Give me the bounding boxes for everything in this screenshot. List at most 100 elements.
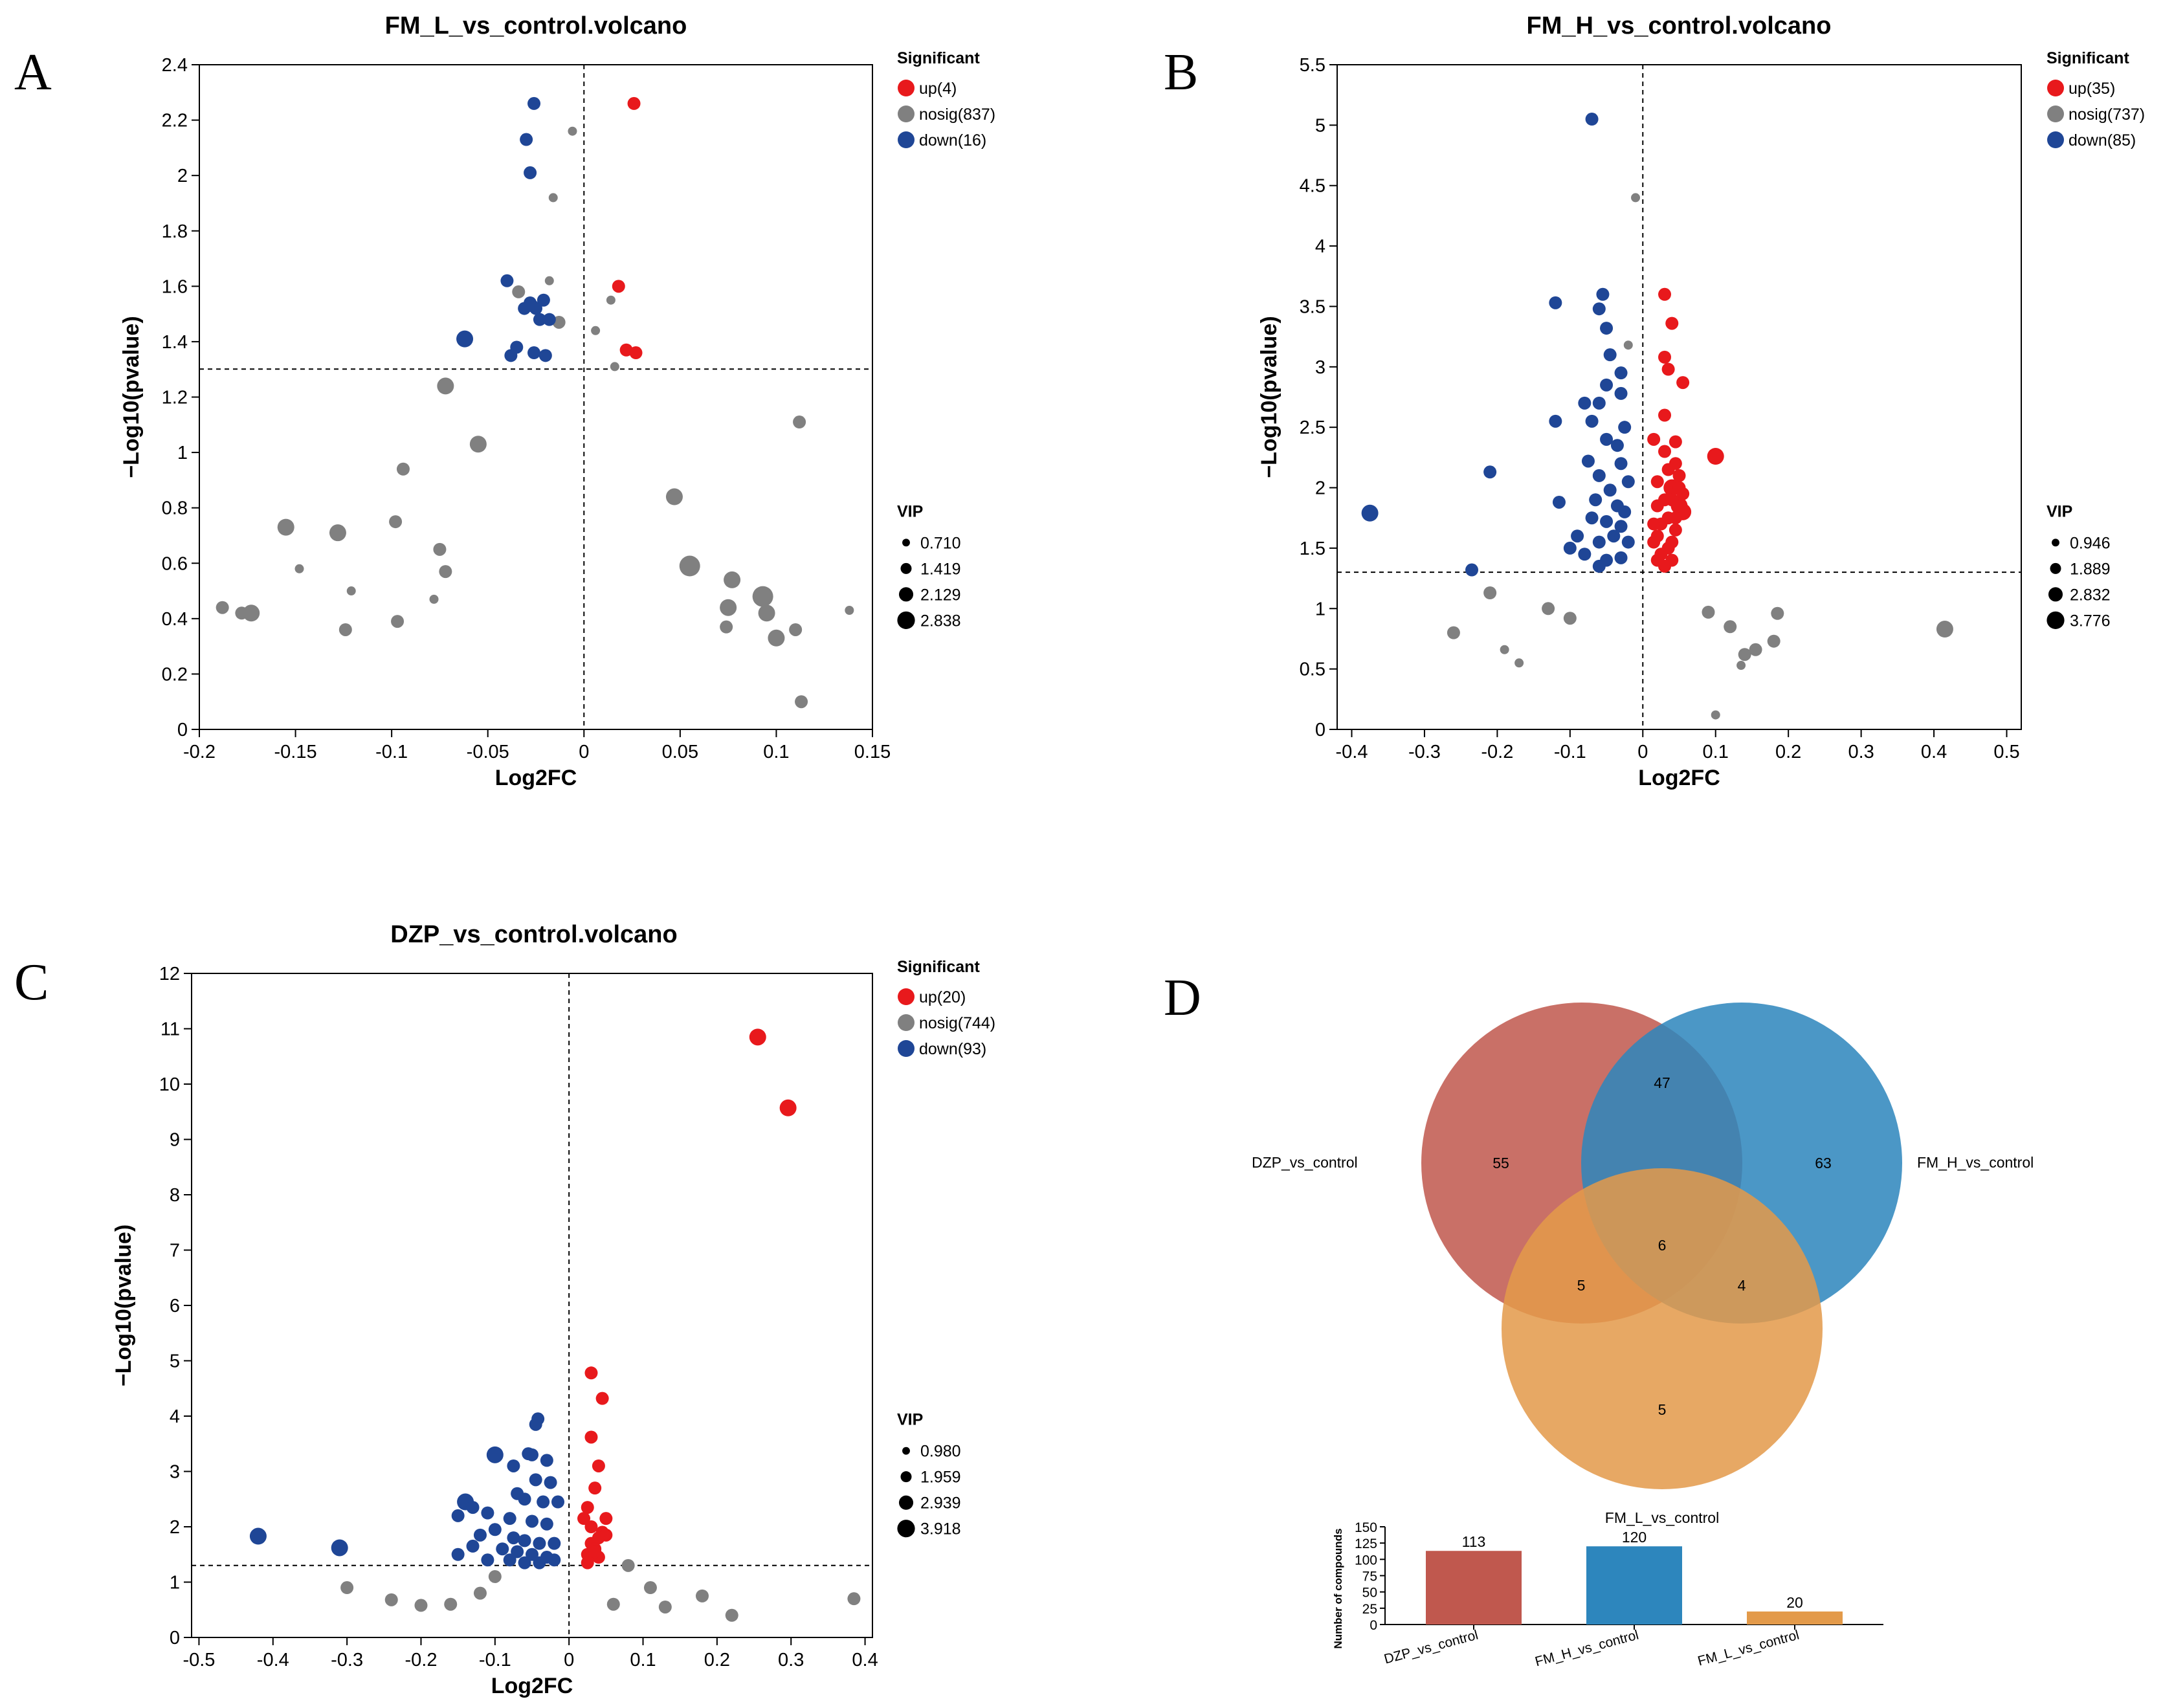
- data-point: [1603, 348, 1617, 362]
- data-point: [1361, 504, 1379, 522]
- data-point: [1581, 454, 1595, 468]
- vip-legend-marker: [2050, 562, 2061, 574]
- data-point: [533, 1536, 546, 1550]
- legend-title: Significant: [2047, 49, 2129, 67]
- data-point: [389, 515, 403, 529]
- data-point: [724, 571, 741, 588]
- data-point: [1650, 499, 1664, 513]
- vip-legend-label: 0.710: [920, 534, 961, 552]
- y-tick-label: 0.4: [162, 609, 188, 630]
- data-point: [518, 1556, 531, 1569]
- vip-legend-label: 0.980: [920, 1443, 961, 1461]
- bar: [1747, 1611, 1843, 1625]
- data-point: [1600, 322, 1614, 335]
- vip-legend-marker: [897, 1520, 915, 1538]
- x-tick-label: -0.1: [1554, 742, 1586, 762]
- data-point: [529, 1473, 542, 1487]
- y-tick-label: 2.2: [162, 111, 188, 131]
- data-point: [529, 1417, 542, 1431]
- data-point: [1669, 523, 1682, 537]
- data-point: [329, 524, 346, 542]
- data-point: [538, 349, 552, 362]
- vip-legend-marker: [898, 1495, 914, 1510]
- data-point: [1661, 362, 1675, 376]
- panel-letter-b: B: [1164, 44, 1198, 101]
- data-point: [1658, 287, 1672, 301]
- x-tick-label: 0.1: [1703, 742, 1729, 762]
- y-tick-label: 2: [1315, 478, 1326, 499]
- legend-marker: [898, 131, 915, 148]
- data-point: [592, 1459, 605, 1472]
- bar: [1426, 1551, 1522, 1625]
- data-point: [1623, 340, 1633, 350]
- vip-legend-marker: [2047, 611, 2065, 629]
- bar-category-label: FM_L_vs_control: [1696, 1628, 1801, 1669]
- data-point: [1614, 386, 1628, 400]
- data-point: [752, 586, 773, 607]
- data-point: [696, 1589, 709, 1603]
- data-point: [629, 346, 643, 360]
- data-point: [533, 313, 546, 326]
- data-point: [520, 133, 533, 146]
- x-tick-label: 0.4: [1921, 742, 1947, 762]
- data-point: [537, 1495, 550, 1509]
- y-tick-label: 2: [177, 166, 188, 186]
- data-point: [591, 326, 601, 335]
- y-tick-label: 6: [170, 1296, 180, 1316]
- data-point: [466, 1501, 480, 1514]
- data-point: [346, 586, 356, 596]
- data-point: [542, 313, 556, 326]
- vip-legend-label: 3.776: [2070, 612, 2111, 630]
- data-point: [551, 1495, 565, 1509]
- vip-legend-marker: [900, 1471, 912, 1483]
- vip-legend-label: 1.959: [920, 1469, 961, 1487]
- data-point: [1585, 113, 1599, 126]
- data-point: [486, 1446, 504, 1463]
- data-point: [606, 1597, 620, 1611]
- y-tick-label: 1.2: [162, 388, 188, 408]
- data-point: [338, 623, 352, 636]
- data-point: [665, 488, 683, 505]
- y-tick-label: 1.6: [162, 276, 188, 297]
- data-point: [507, 1531, 520, 1545]
- y-tick-label: 0: [1315, 720, 1326, 740]
- data-point: [481, 1553, 494, 1567]
- vip-legend-label: 3.918: [920, 1520, 961, 1538]
- y-tick-label: 0.8: [162, 498, 188, 519]
- y-axis-label: −Log10(pvalue): [1257, 316, 1281, 478]
- data-point: [526, 1514, 538, 1528]
- vip-legend-marker: [902, 1447, 910, 1455]
- data-point: [1738, 648, 1751, 661]
- data-point: [1614, 366, 1628, 380]
- y-tick-label: 2.5: [1300, 417, 1326, 438]
- data-point: [540, 1517, 553, 1531]
- data-point: [544, 1476, 557, 1489]
- data-point: [1549, 296, 1562, 309]
- x-tick-label: -0.1: [375, 742, 408, 762]
- data-point: [340, 1581, 354, 1595]
- y-tick-label: 7: [170, 1241, 180, 1261]
- x-tick-label: 0: [564, 1650, 574, 1670]
- data-point: [512, 285, 526, 298]
- x-tick-label: -0.05: [467, 742, 509, 762]
- data-point: [1707, 447, 1724, 465]
- y-tick-label: 4: [170, 1406, 180, 1427]
- data-point: [1621, 475, 1635, 489]
- data-point: [503, 1512, 516, 1525]
- x-tick-label: -0.1: [479, 1650, 511, 1670]
- y-tick-label: 3: [1315, 357, 1326, 378]
- y-tick-label: 3.5: [1300, 296, 1326, 317]
- venn-region-count: 47: [1654, 1074, 1670, 1091]
- data-point: [1592, 559, 1606, 573]
- y-tick-label: 0.2: [162, 664, 188, 685]
- data-point: [1571, 529, 1584, 543]
- bar-value-label: 20: [1786, 1594, 1803, 1611]
- data-point: [1936, 621, 1953, 638]
- vip-legend-label: 0.946: [2070, 534, 2111, 552]
- x-tick-label: 0.4: [852, 1650, 878, 1670]
- data-point: [1600, 378, 1614, 392]
- venn-diagram: DZP_vs_control FM_H_vs_control FM_L_vs_con…: [1252, 1003, 2034, 1526]
- x-tick-label: -0.4: [1335, 742, 1368, 762]
- data-point: [1650, 475, 1664, 489]
